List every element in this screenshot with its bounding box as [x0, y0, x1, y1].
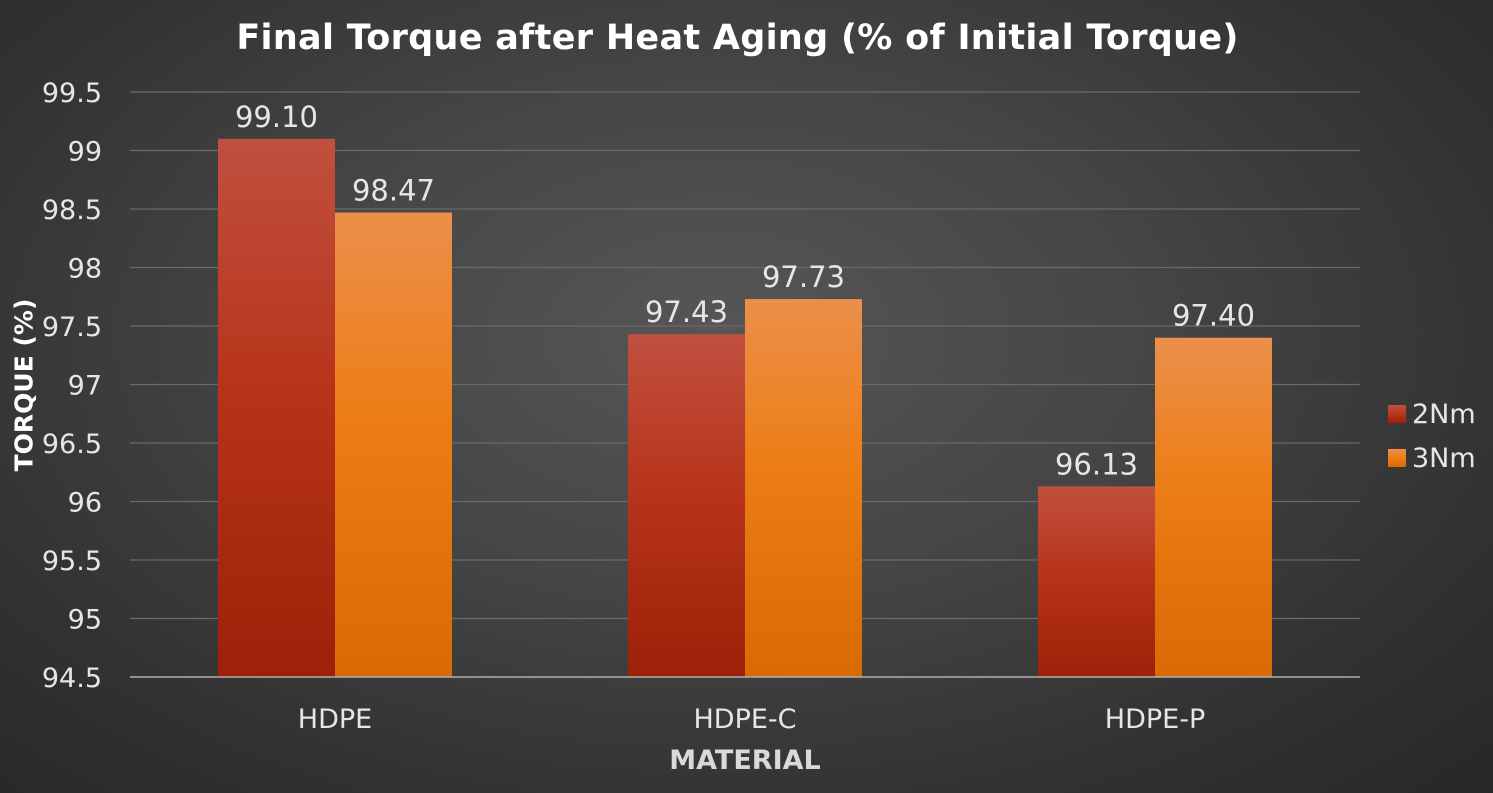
y-tick-label: 99 — [68, 137, 102, 168]
y-tick-label: 97 — [68, 371, 102, 402]
legend-swatch-2nm — [1388, 405, 1406, 423]
bar-2nm-hdpe-c — [628, 334, 745, 677]
data-label: 97.40 — [1172, 299, 1255, 333]
data-label: 96.13 — [1055, 447, 1138, 481]
y-tick-label: 98 — [68, 254, 102, 285]
data-label: 99.10 — [235, 100, 318, 134]
y-tick-label: 97.5 — [42, 312, 102, 343]
bar-3nm-hdpe — [335, 212, 452, 677]
y-tick-label: 99.5 — [42, 78, 102, 109]
legend: 2Nm 3Nm — [1388, 392, 1476, 480]
legend-label-3nm: 3Nm — [1412, 442, 1476, 474]
legend-label-2nm: 2Nm — [1412, 398, 1476, 430]
x-tick-label: HDPE-P — [1105, 704, 1205, 735]
bar-3nm-hdpe-c — [745, 299, 862, 677]
legend-item-2nm: 2Nm — [1388, 392, 1476, 436]
y-tick-label: 94.5 — [42, 663, 102, 694]
bar-2nm-hdpe — [218, 138, 335, 678]
y-tick-label: 98.5 — [42, 195, 102, 226]
bar-2nm-hdpe-p — [1038, 486, 1155, 677]
data-label: 97.73 — [762, 260, 845, 294]
bar-3nm-hdpe-p — [1155, 337, 1272, 677]
data-label: 98.47 — [352, 174, 435, 208]
y-tick-label: 95.5 — [42, 546, 102, 577]
legend-swatch-3nm — [1388, 449, 1406, 467]
y-tick-label: 95 — [68, 605, 102, 636]
x-tick-label: HDPE — [298, 704, 372, 735]
chart-title: Final Torque after Heat Aging (% of Init… — [236, 18, 1239, 58]
x-axis-title: MATERIAL — [669, 745, 821, 776]
legend-item-3nm: 3Nm — [1388, 436, 1476, 480]
y-tick-label: 96 — [68, 488, 102, 519]
x-tick-label: HDPE-C — [693, 704, 796, 735]
y-tick-label: 96.5 — [42, 429, 102, 460]
data-label: 97.43 — [645, 295, 728, 329]
